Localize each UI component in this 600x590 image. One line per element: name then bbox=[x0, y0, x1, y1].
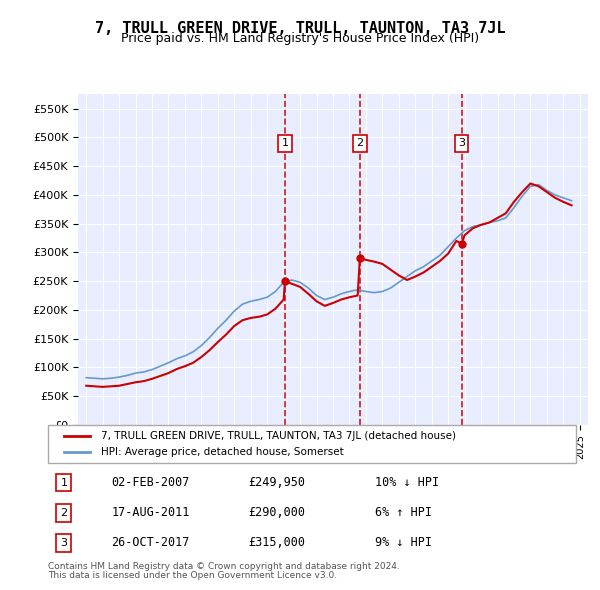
Text: £315,000: £315,000 bbox=[248, 536, 305, 549]
Text: 2: 2 bbox=[60, 508, 67, 518]
Text: £290,000: £290,000 bbox=[248, 506, 305, 519]
Text: 2: 2 bbox=[356, 138, 364, 148]
Text: 26-OCT-2017: 26-OCT-2017 bbox=[112, 536, 190, 549]
FancyBboxPatch shape bbox=[48, 425, 576, 463]
Text: 3: 3 bbox=[458, 138, 465, 148]
Text: This data is licensed under the Open Government Licence v3.0.: This data is licensed under the Open Gov… bbox=[48, 571, 337, 580]
Text: 9% ↓ HPI: 9% ↓ HPI bbox=[376, 536, 433, 549]
Text: Price paid vs. HM Land Registry's House Price Index (HPI): Price paid vs. HM Land Registry's House … bbox=[121, 32, 479, 45]
Text: 3: 3 bbox=[61, 538, 67, 548]
Text: 02-FEB-2007: 02-FEB-2007 bbox=[112, 476, 190, 489]
Text: £249,950: £249,950 bbox=[248, 476, 305, 489]
Text: 6% ↑ HPI: 6% ↑ HPI bbox=[376, 506, 433, 519]
Text: Contains HM Land Registry data © Crown copyright and database right 2024.: Contains HM Land Registry data © Crown c… bbox=[48, 562, 400, 571]
Text: 17-AUG-2011: 17-AUG-2011 bbox=[112, 506, 190, 519]
Text: 7, TRULL GREEN DRIVE, TRULL, TAUNTON, TA3 7JL: 7, TRULL GREEN DRIVE, TRULL, TAUNTON, TA… bbox=[95, 21, 505, 35]
Text: 1: 1 bbox=[61, 477, 67, 487]
Text: 1: 1 bbox=[281, 138, 289, 148]
Text: HPI: Average price, detached house, Somerset: HPI: Average price, detached house, Some… bbox=[101, 447, 344, 457]
Text: 7, TRULL GREEN DRIVE, TRULL, TAUNTON, TA3 7JL (detached house): 7, TRULL GREEN DRIVE, TRULL, TAUNTON, TA… bbox=[101, 431, 456, 441]
Text: 10% ↓ HPI: 10% ↓ HPI bbox=[376, 476, 439, 489]
